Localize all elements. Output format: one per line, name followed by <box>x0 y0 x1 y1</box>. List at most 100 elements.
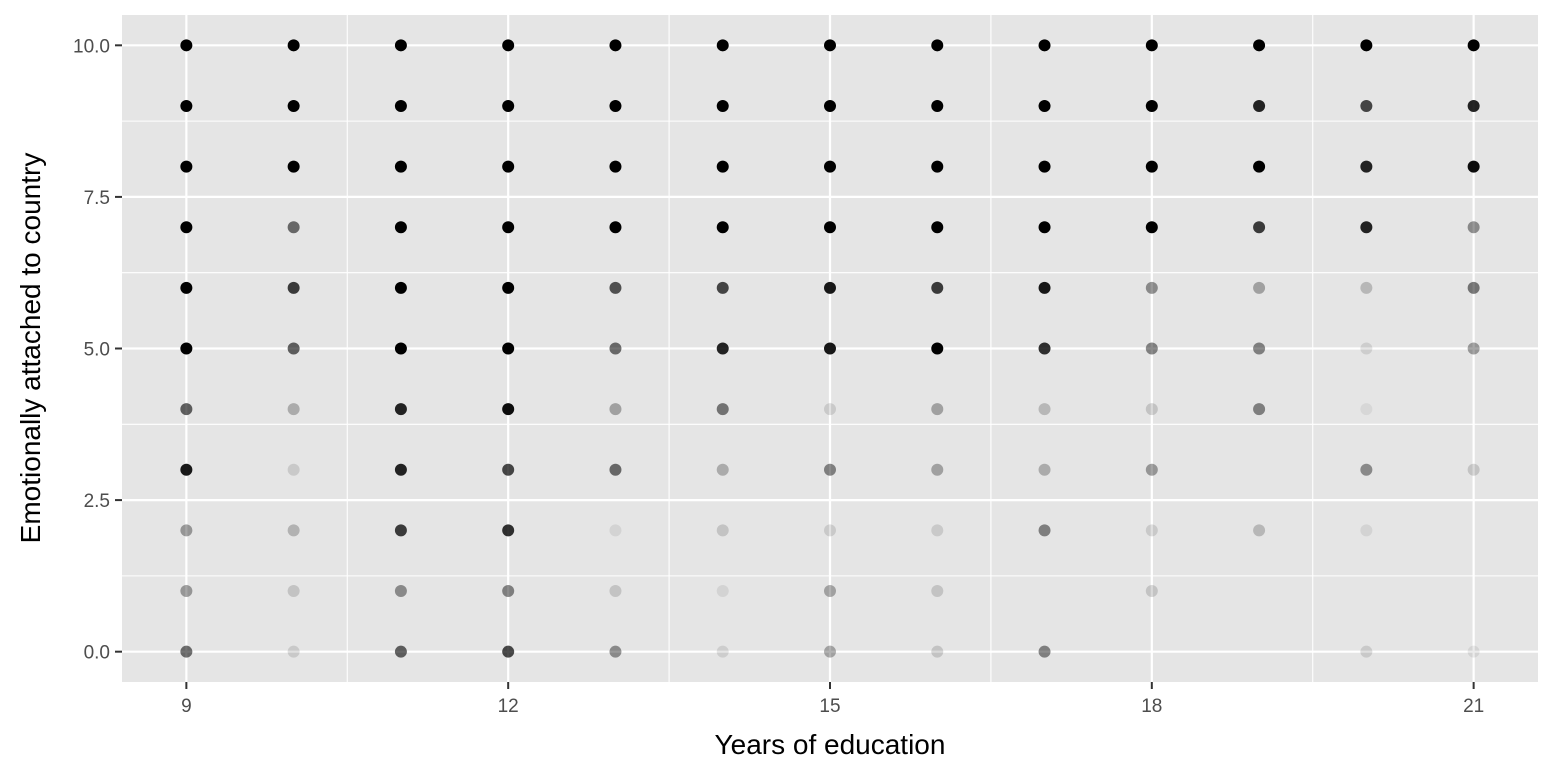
data-point <box>824 221 836 234</box>
data-point <box>1467 281 1480 294</box>
data-point <box>609 524 622 537</box>
data-point <box>1467 99 1480 112</box>
data-point <box>931 39 944 52</box>
x-axis: 9 12 15 18 21 <box>181 682 1484 717</box>
data-point <box>1360 221 1373 234</box>
data-point <box>394 342 407 355</box>
data-point <box>1253 99 1266 112</box>
y-tick-label: 5.0 <box>84 340 110 361</box>
x-tick-label: 12 <box>498 696 519 717</box>
y-tick-label: 0.0 <box>84 643 110 664</box>
data-point <box>931 221 944 234</box>
data-point <box>931 342 944 355</box>
data-point <box>502 39 515 52</box>
data-point <box>1360 463 1373 476</box>
data-point <box>287 585 300 598</box>
data-point <box>1360 99 1373 112</box>
data-point <box>609 281 622 294</box>
data-point <box>287 281 300 294</box>
data-point <box>824 160 836 173</box>
data-point <box>824 403 836 416</box>
data-point <box>394 99 407 112</box>
data-point <box>1467 645 1480 658</box>
data-point <box>394 403 407 416</box>
data-point <box>1253 39 1266 52</box>
data-point <box>824 524 836 537</box>
data-point <box>394 221 407 234</box>
data-point <box>716 463 729 476</box>
data-point <box>1467 463 1480 476</box>
data-point <box>287 524 300 537</box>
data-point <box>1038 160 1051 173</box>
data-point <box>1145 160 1158 173</box>
x-tick-label: 21 <box>1463 696 1484 717</box>
data-point <box>394 645 407 658</box>
data-point <box>609 221 622 234</box>
data-point <box>1038 463 1051 476</box>
data-point <box>1467 342 1480 355</box>
data-point <box>716 645 729 658</box>
data-point <box>716 39 729 52</box>
data-point <box>931 99 944 112</box>
data-point <box>1253 342 1266 355</box>
x-tick-label: 9 <box>181 696 192 717</box>
data-point <box>502 463 515 476</box>
data-point <box>824 585 836 598</box>
data-point <box>1360 281 1373 294</box>
data-point <box>394 524 407 537</box>
data-point <box>287 645 300 658</box>
y-axis: 0.0 2.5 5.0 7.5 10.0 <box>73 36 122 664</box>
data-point <box>609 39 622 52</box>
data-point <box>502 524 515 537</box>
data-point <box>1360 342 1373 355</box>
data-point <box>716 281 729 294</box>
data-point <box>1467 221 1480 234</box>
data-point <box>180 403 193 416</box>
data-point <box>394 39 407 52</box>
data-point <box>716 585 729 598</box>
data-point <box>394 160 407 173</box>
data-point <box>180 39 193 52</box>
data-point <box>287 463 300 476</box>
x-tick-label: 18 <box>1141 696 1162 717</box>
data-point <box>1145 39 1158 52</box>
data-point <box>931 160 944 173</box>
data-point <box>502 221 515 234</box>
data-point <box>1253 281 1266 294</box>
data-point <box>1360 524 1373 537</box>
data-point <box>609 403 622 416</box>
data-point <box>394 463 407 476</box>
data-point <box>502 99 515 112</box>
data-point <box>1145 281 1158 294</box>
data-point <box>180 463 193 476</box>
data-point <box>1145 463 1158 476</box>
data-point <box>1038 645 1051 658</box>
y-axis-title: Emotionally attached to country <box>15 153 46 544</box>
data-point <box>287 160 300 173</box>
data-point <box>394 585 407 598</box>
data-point <box>1253 160 1266 173</box>
data-point <box>1038 524 1051 537</box>
data-point <box>931 463 944 476</box>
data-point <box>609 342 622 355</box>
data-point <box>1145 342 1158 355</box>
data-point <box>609 160 622 173</box>
data-point <box>716 342 729 355</box>
y-tick-label: 7.5 <box>84 188 110 209</box>
data-point <box>287 403 300 416</box>
data-point <box>180 645 193 658</box>
data-point <box>1145 524 1158 537</box>
data-point <box>1145 221 1158 234</box>
data-point <box>931 281 944 294</box>
data-point <box>716 524 729 537</box>
data-point <box>180 524 193 537</box>
data-point <box>502 585 515 598</box>
data-point <box>1145 99 1158 112</box>
data-point <box>716 99 729 112</box>
data-point <box>931 645 944 658</box>
data-point <box>1360 39 1373 52</box>
data-point <box>931 403 944 416</box>
data-point <box>1038 342 1051 355</box>
data-point <box>502 281 515 294</box>
